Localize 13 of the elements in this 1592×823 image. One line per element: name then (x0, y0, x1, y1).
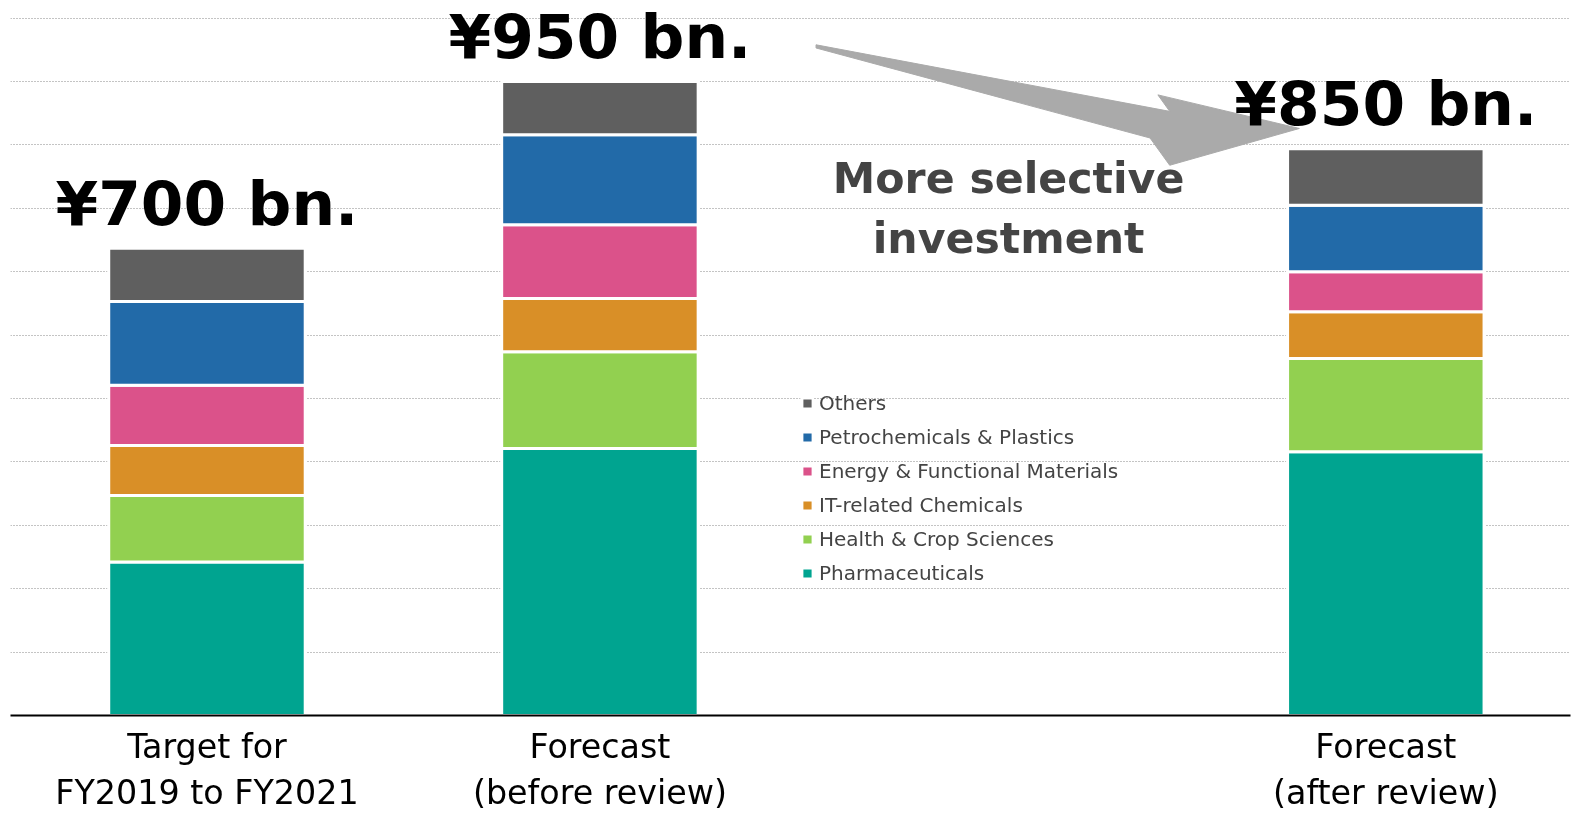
legend-label: Pharmaceuticals (819, 561, 985, 585)
x-tick-label: Target for FY2019 to FY2021 (55, 726, 359, 813)
annotation: ¥700 bn. (55, 167, 359, 239)
legend-label: Others (819, 391, 887, 415)
annotation: More selective investment (832, 153, 1185, 264)
legend-label: Health & Crop Sciences (819, 527, 1054, 551)
x-tick-label: Forecast (after review) (1272, 726, 1499, 813)
legend-label: Energy & Functional Materials (819, 459, 1119, 483)
legend-label: Petrochemicals & Plastics (819, 425, 1075, 449)
annotation: ¥850 bn. (1234, 68, 1538, 140)
annotation: ¥950 bn. (448, 1, 752, 73)
legend-label: IT-related Chemicals (819, 493, 1023, 517)
x-tick-label: Forecast (before review) (472, 726, 727, 813)
